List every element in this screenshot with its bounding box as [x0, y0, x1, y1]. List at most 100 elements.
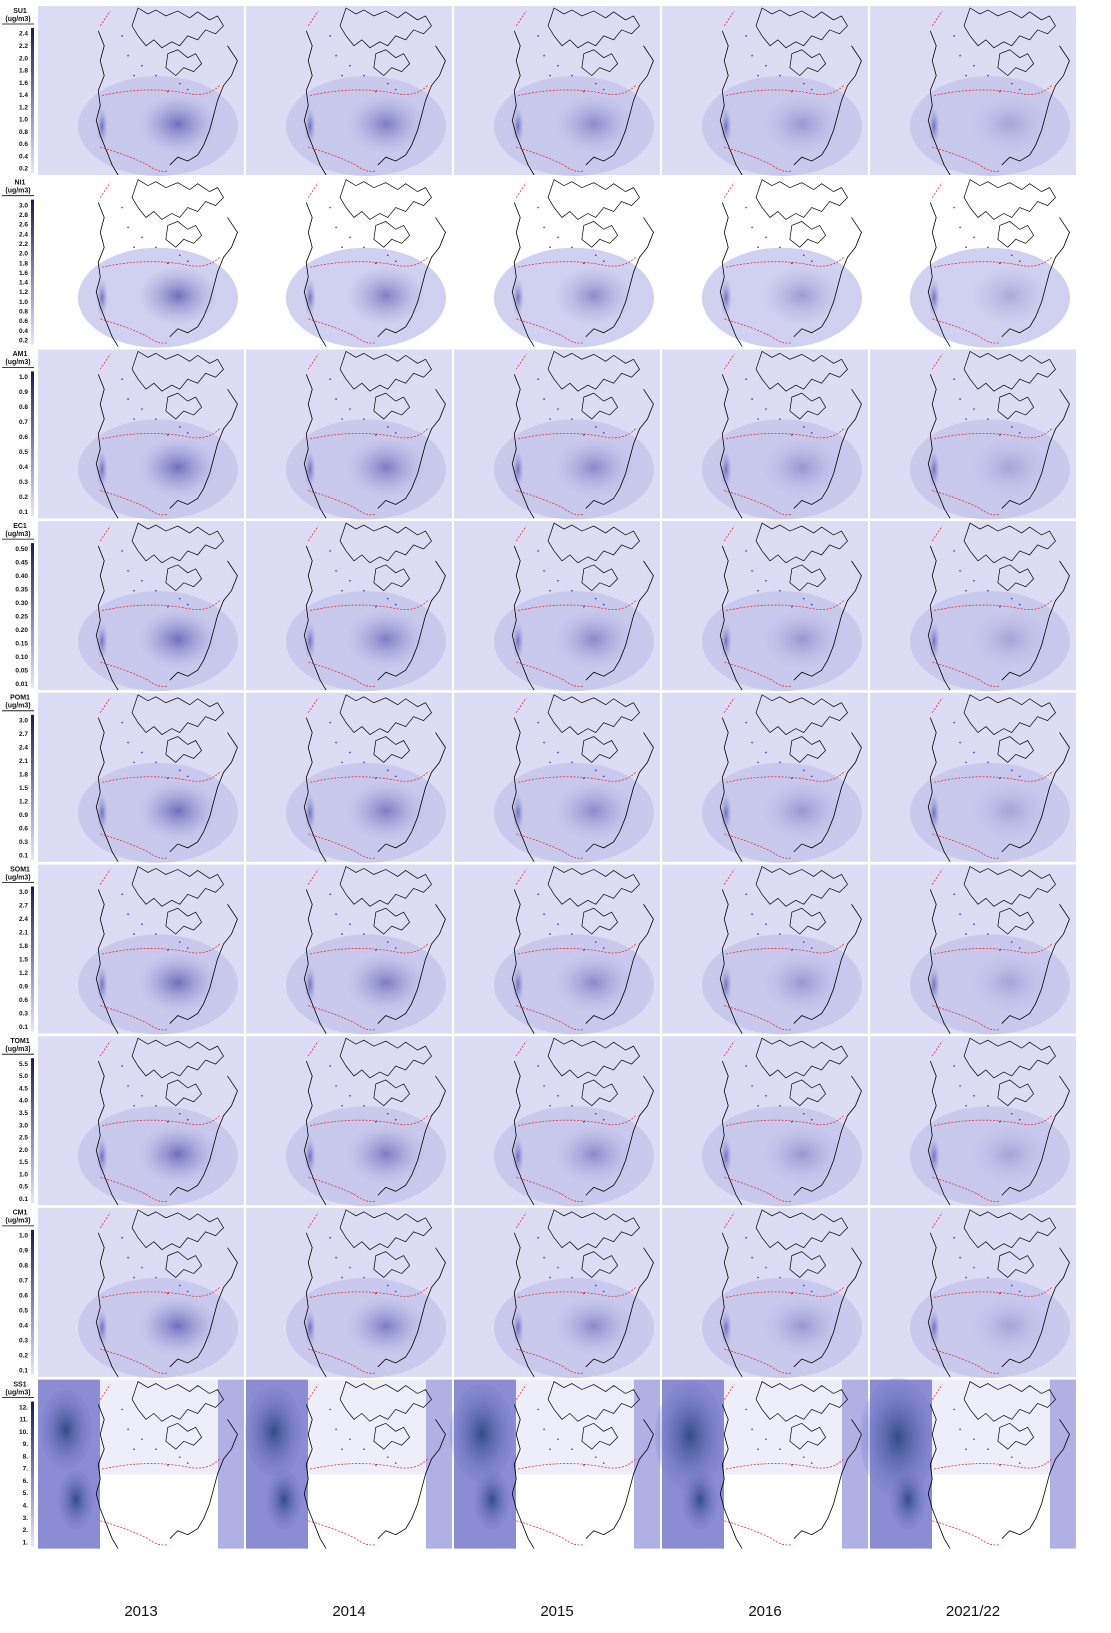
colorbar-tick-label: 3.0 [19, 889, 28, 896]
colorbar-tick-label: 4.5 [19, 1085, 28, 1092]
hotspot [138, 1124, 218, 1185]
colorbar-tick-label: 1.2 [19, 289, 28, 296]
hotspot [762, 437, 842, 498]
ocean-field [724, 1379, 842, 1475]
colorbar-tick-label: 1.6 [19, 80, 28, 87]
colorbar-tick-label: 1.0 [19, 117, 28, 124]
hotspot [512, 621, 524, 662]
colorbar-tick-label: 0.7 [19, 1278, 28, 1285]
colorbar-tick-label: 0.5 [19, 1308, 28, 1315]
colorbar-tick-label: 0.6 [19, 826, 28, 833]
colorbar-tick-label: 3.0 [19, 718, 28, 725]
row-label: EC1 [13, 523, 27, 530]
hotspot [346, 609, 426, 670]
hotspot [138, 952, 218, 1013]
colorbar-tick-label: 2.4 [19, 745, 28, 752]
ocean-field [218, 1379, 244, 1549]
map-panel [246, 349, 452, 520]
colorbar-tick-label: 0.1 [19, 853, 28, 860]
colorbar-tick-label: 1. [23, 1539, 29, 1546]
colorbar-tick-label: 7. [23, 1466, 29, 1473]
colorbar-tick-label: 1.4 [19, 280, 28, 287]
column-label: 2013 [124, 1603, 157, 1620]
colorbar-tick-label: 0.10 [15, 654, 28, 661]
hotspot [720, 1307, 732, 1348]
hotspot [554, 94, 634, 154]
map-panel [246, 521, 452, 692]
hotspot [720, 621, 732, 662]
row-unit: (ug/m3) [5, 874, 30, 881]
colorbar-tick-label: 0.3 [19, 1338, 28, 1345]
hotspot [970, 265, 1050, 326]
colorbar-tick-label: 0.25 [15, 613, 28, 620]
hotspot [346, 1124, 426, 1185]
row-label: TOM1 [10, 1038, 29, 1045]
colorbar-tick-label: 0.5 [19, 1184, 28, 1191]
ocean-blob [682, 1469, 718, 1530]
colorbar-tick-label: 2.8 [19, 212, 28, 219]
hotspot [970, 1124, 1050, 1185]
column-label: 2021/22 [946, 1603, 1000, 1620]
hotspot [512, 964, 524, 1005]
hotspot [138, 265, 218, 326]
column-label: 2014 [332, 1603, 365, 1620]
colorbar-tick-label: 0.9 [19, 812, 28, 819]
ocean-blob [245, 1386, 303, 1477]
colorbar-tick-label: 1.0 [19, 374, 28, 381]
hotspot [346, 780, 426, 841]
map-panel [662, 349, 868, 520]
map-panel [655, 1379, 868, 1549]
row-unit: (ug/m3) [5, 1389, 30, 1396]
colorbar-tick-label: 2.5 [19, 1135, 28, 1142]
ocean-field [308, 1379, 426, 1475]
hotspot [304, 1307, 316, 1348]
hotspot [720, 106, 732, 146]
colorbar [31, 714, 34, 860]
row-unit: (ug/m3) [5, 531, 30, 538]
hotspot [928, 1307, 940, 1348]
hotspot [970, 609, 1050, 670]
colorbar-tick-label: 0.1 [19, 509, 28, 516]
map-panel [245, 1379, 452, 1549]
row-unit: (ug/m3) [5, 1218, 30, 1225]
ocean-blob [266, 1469, 302, 1530]
colorbar-tick-label: 0.45 [15, 559, 28, 566]
hotspot [96, 792, 108, 833]
colorbar-tick-label: 0.8 [19, 1263, 28, 1270]
colorbar-tick-label: 0.30 [15, 600, 28, 607]
colorbar-tick-label: 0.6 [19, 997, 28, 1004]
map-panel [870, 692, 1076, 863]
row-label: SU1 [13, 8, 27, 15]
colorbar-tick-label: 0.4 [19, 153, 28, 160]
colorbar-tick-label: 0.4 [19, 464, 28, 471]
hotspot [304, 621, 316, 662]
map-panel [246, 1207, 452, 1378]
colorbar-tick-label: 0.2 [19, 1353, 28, 1360]
colorbar-tick-label: 2.7 [19, 903, 28, 910]
hotspot [970, 780, 1050, 841]
hotspot [554, 1295, 634, 1356]
ocean-blob [860, 1377, 936, 1498]
colorbar-tick-label: 0.2 [19, 166, 28, 173]
hotspot [762, 1124, 842, 1185]
colorbar-tick-label: 0.8 [19, 404, 28, 411]
map-panel [662, 521, 868, 692]
hotspot [512, 1136, 524, 1177]
hotspot [554, 952, 634, 1013]
map-panel [870, 521, 1076, 692]
colorbar-tick-label: 0.3 [19, 839, 28, 846]
colorbar-tick-label: 0.20 [15, 627, 28, 634]
hotspot [720, 1136, 732, 1177]
colorbar-tick-label: 0.6 [19, 141, 28, 148]
hotspot [304, 106, 316, 146]
colorbar-tick-label: 1.2 [19, 799, 28, 806]
hotspot [928, 277, 940, 318]
hotspot [762, 780, 842, 841]
colorbar-tick-label: 1.8 [19, 68, 28, 75]
row-label: SS1 [13, 1381, 26, 1388]
colorbar-tick-label: 0.3 [19, 479, 28, 486]
colorbar-tick-label: 3.0 [19, 1122, 28, 1129]
row-unit: (ug/m3) [5, 1046, 30, 1053]
map-panel [662, 6, 868, 176]
